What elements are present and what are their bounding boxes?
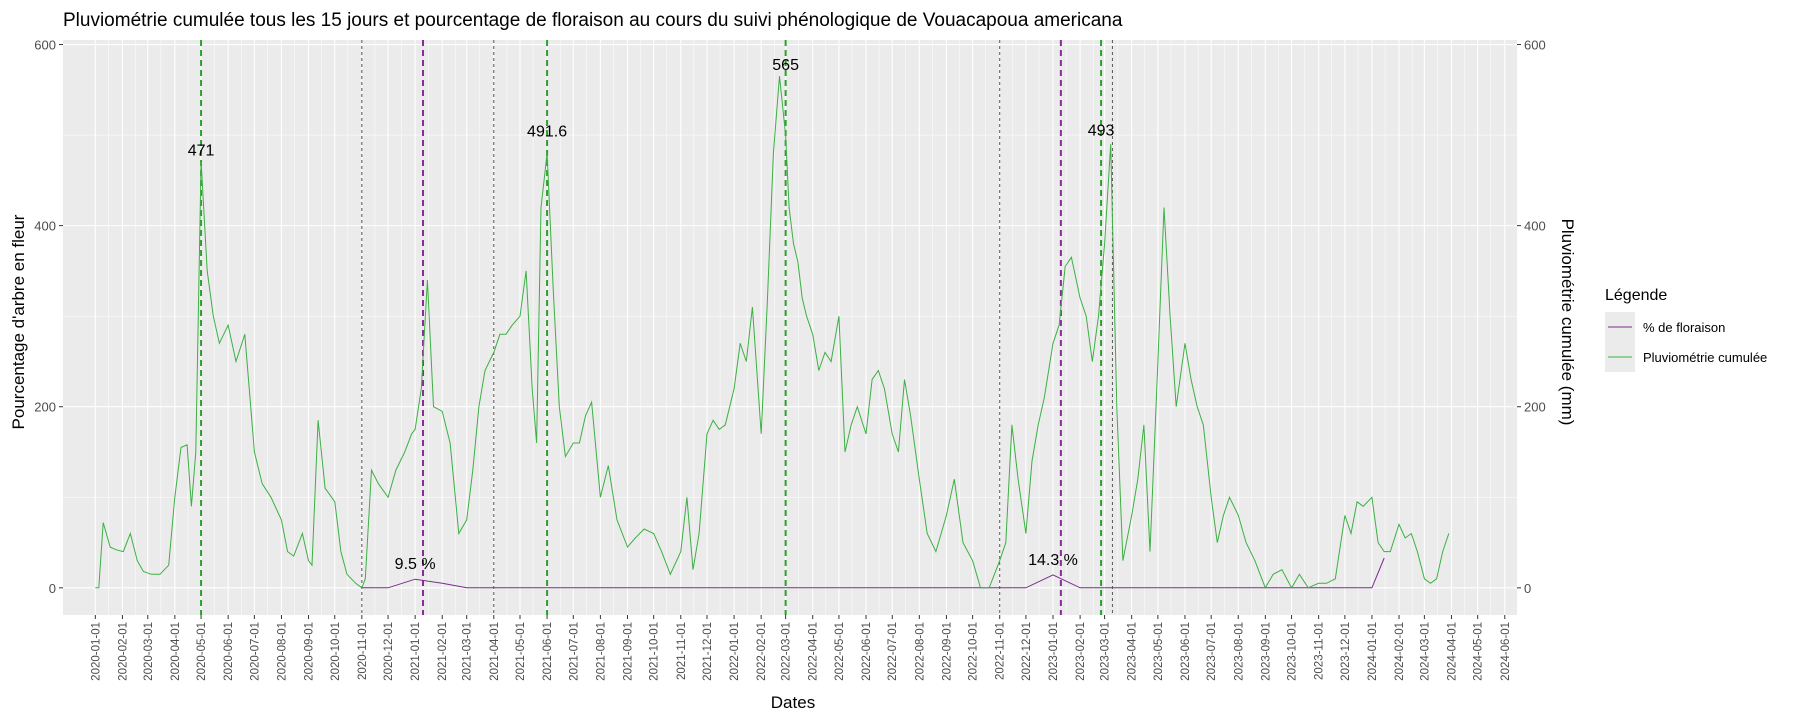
x-tick-label: 2024-04-01 (1447, 622, 1459, 681)
x-tick-label: 2021-12-01 (702, 622, 714, 681)
annotation-rain-peak: 493 (1088, 122, 1115, 139)
annotation-rain-peak: 471 (188, 142, 215, 159)
chart-title: Pluviométrie cumulée tous les 15 jours e… (63, 10, 1123, 31)
series-layer (95, 76, 1450, 589)
y-tick-label-right: 0 (1524, 581, 1531, 596)
y-axis-title-left: Pourcentage d'arbre en fleur (9, 214, 28, 429)
y-tick-label-right: 200 (1524, 400, 1546, 415)
x-tick-label: 2022-10-01 (968, 622, 980, 681)
annotation-rain-peak: 565 (772, 57, 799, 74)
x-tick-label: 2022-08-01 (914, 622, 926, 681)
x-tick-label: 2023-05-01 (1153, 622, 1165, 681)
annotation-rain-peak: 491.6 (527, 124, 567, 141)
x-tick-label: 2023-04-01 (1127, 622, 1139, 681)
x-tick-label: 2023-06-01 (1180, 622, 1192, 681)
x-tick-label: 2021-03-01 (462, 622, 474, 681)
x-tick-label: 2020-07-01 (249, 622, 261, 681)
x-tick-label: 2021-07-01 (568, 622, 580, 681)
x-tick-label: 2024-02-01 (1394, 622, 1406, 681)
x-tick-label: 2022-03-01 (781, 622, 793, 681)
legend-title: Légende (1605, 287, 1667, 304)
panel-background (63, 40, 1517, 615)
y-tick-label-left: 200 (34, 400, 56, 415)
x-tick-label: 2024-06-01 (1500, 622, 1512, 681)
x-tick-label: 2020-09-01 (304, 622, 316, 681)
series-line-flowering (361, 557, 1385, 589)
x-tick-label: 2022-04-01 (808, 622, 820, 681)
x-tick-label: 2021-04-01 (489, 622, 501, 681)
x-tick-label: 2020-08-01 (276, 622, 288, 681)
x-tick-label: 2023-09-01 (1260, 622, 1272, 681)
x-tick-label: 2021-01-01 (410, 622, 422, 681)
plot-panel (63, 40, 1517, 615)
x-tick-label: 2023-02-01 (1075, 622, 1087, 681)
x-tick-label: 2021-10-01 (649, 622, 661, 681)
x-tick-label: 2023-11-01 (1314, 622, 1326, 680)
x-tick-label: 2020-10-01 (330, 622, 342, 681)
x-tick-label: 2024-03-01 (1419, 622, 1431, 681)
y-tick-label-right: 400 (1524, 219, 1546, 234)
x-tick-label: 2022-02-01 (756, 622, 768, 681)
y-tick-label-left: 400 (34, 219, 56, 234)
x-tick-label: 2020-06-01 (223, 622, 235, 681)
x-tick-label: 2022-06-01 (861, 622, 873, 681)
y-tick-label-right: 600 (1524, 38, 1546, 53)
x-tick-label: 2022-07-01 (887, 622, 899, 681)
x-tick-label: 2023-01-01 (1048, 622, 1060, 681)
x-tick-label: 2021-09-01 (623, 622, 635, 681)
x-tick-label: 2021-05-01 (515, 622, 527, 681)
x-tick-label: 2024-01-01 (1367, 622, 1379, 681)
x-tick-label: 2023-12-01 (1340, 622, 1352, 681)
legend-label-flowering: % de floraison (1643, 320, 1725, 335)
x-tick-label: 2024-05-01 (1473, 622, 1485, 681)
y-tick-label-left: 600 (34, 38, 56, 53)
x-tick-label: 2023-07-01 (1206, 622, 1218, 681)
x-tick-label: 2023-10-01 (1287, 622, 1299, 681)
x-tick-label: 2022-11-01 (995, 622, 1007, 680)
annotation-flowering-peak: 14.3 % (1028, 552, 1078, 569)
x-tick-label: 2020-02-01 (117, 622, 129, 681)
x-axis-title: Dates (771, 693, 815, 712)
annotations: 471 491.6 565 493 9.5 % 14.3 % (188, 57, 1115, 573)
x-tick-label: 2020-03-01 (143, 622, 155, 681)
series-line-rain (95, 76, 1450, 589)
y-tick-label-left: 0 (49, 581, 56, 596)
x-tick-label: 2022-12-01 (1021, 622, 1033, 681)
y-axis-title-right: Pluviométrie cumulée (mm) (1558, 219, 1577, 426)
x-tick-label: 2020-01-01 (90, 622, 102, 681)
x-tick-label: 2021-08-01 (595, 622, 607, 681)
x-tick-label: 2022-01-01 (729, 622, 741, 681)
x-tick-label: 2022-09-01 (941, 622, 953, 681)
x-tick-label: 2020-12-01 (383, 622, 395, 681)
legend-label-rain: Pluviométrie cumulée (1643, 350, 1767, 365)
x-tick-label: 2021-11-01 (676, 622, 688, 680)
x-tick-label: 2022-05-01 (834, 622, 846, 681)
x-tick-label: 2020-05-01 (196, 622, 208, 681)
x-tick-label: 2021-02-01 (437, 622, 449, 681)
legend: Légende % de floraison Pluviométrie cumu… (1605, 287, 1767, 372)
x-tick-label: 2020-11-01 (357, 622, 369, 680)
axes: 0 0 200 200 400 400 600 600 2020-01-01 2020-02-01… (34, 38, 1545, 681)
x-tick-label: 2023-03-01 (1100, 622, 1112, 681)
x-tick-label: 2020-04-01 (170, 622, 182, 681)
x-tick-label: 2021-06-01 (542, 622, 554, 681)
x-tick-label: 2023-08-01 (1233, 622, 1245, 681)
annotation-flowering-peak: 9.5 % (395, 556, 436, 573)
